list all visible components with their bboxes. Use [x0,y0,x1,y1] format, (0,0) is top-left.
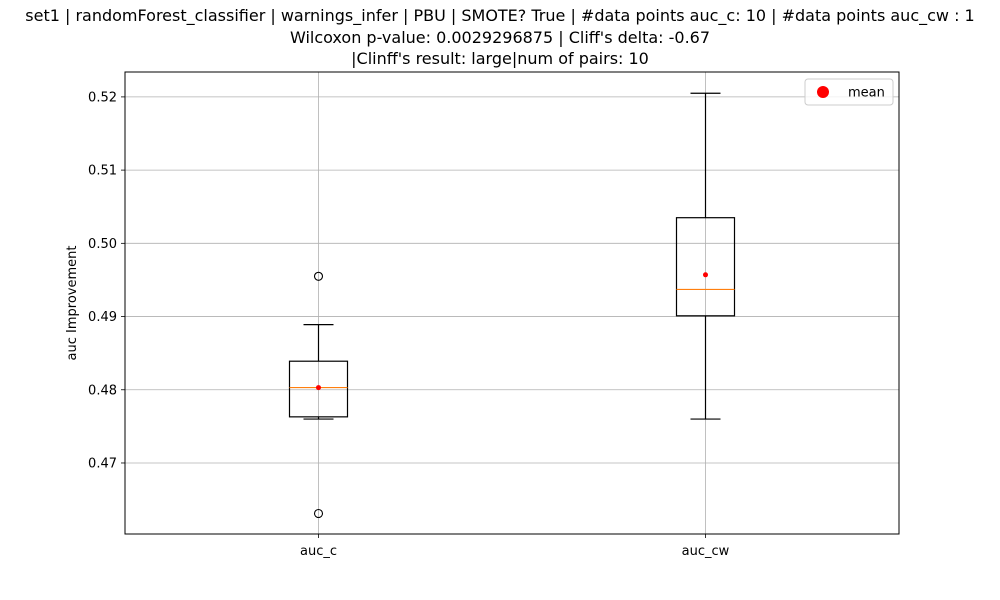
chart-title-line-2: Wilcoxon p-value: 0.0029296875 | Cliff's… [289,28,711,47]
chart-title-line-1: set1 | randomForest_classifier | warning… [25,6,975,25]
y-tick-label: 0.48 [88,383,117,398]
plot-frame [124,71,900,535]
outlier-point [313,271,324,281]
y-tick-label: 0.50 [88,237,117,252]
outlier-point [313,508,324,519]
y-tick-label: 0.49 [88,310,117,325]
legend-marker-mean [817,86,829,98]
mean-point [703,272,708,278]
chart-title-line-3: |Clinff's result: large|num of pairs: 10 [351,49,649,68]
x-tick-label: auc_c [300,544,337,559]
box-iqr [675,217,736,317]
legend-box [804,78,894,106]
y-tick-label: 0.51 [88,164,117,179]
y-tick-label: 0.52 [88,90,117,105]
box-iqr [288,360,349,418]
mean-point [316,385,321,391]
y-axis-label: auc Improvement [65,246,80,361]
legend-label-mean: mean [848,86,885,101]
x-tick-label: auc_cw [682,544,730,559]
y-tick-label: 0.47 [88,456,117,471]
